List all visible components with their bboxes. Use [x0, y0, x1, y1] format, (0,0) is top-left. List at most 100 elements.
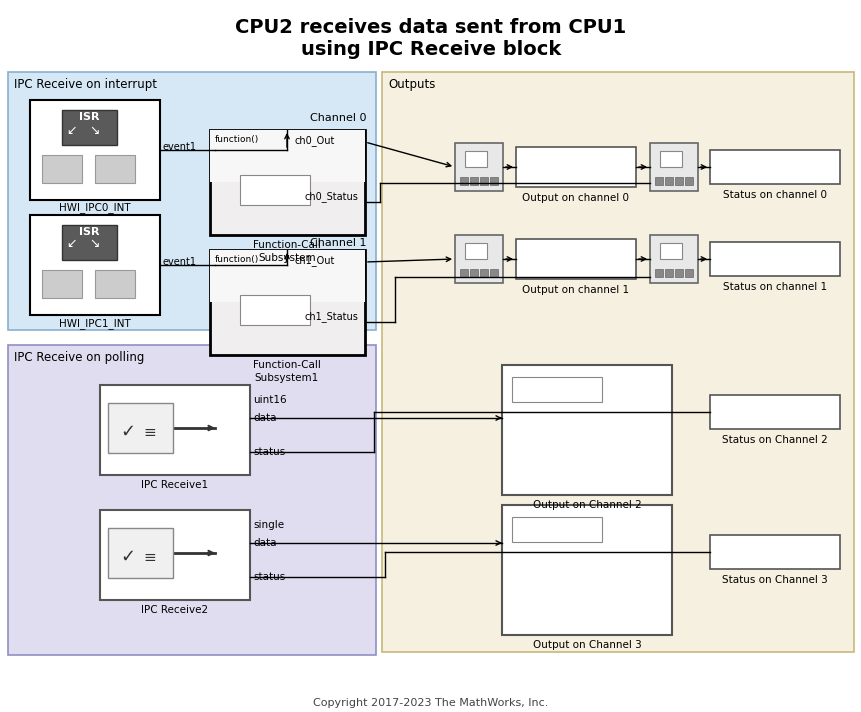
Text: single: single — [253, 520, 284, 530]
Bar — [239, 175, 310, 205]
Text: Outputs: Outputs — [387, 78, 435, 91]
Text: Status on Channel 2: Status on Channel 2 — [722, 435, 827, 445]
Bar — [42, 155, 82, 183]
Text: ch1_Status: ch1_Status — [305, 311, 358, 322]
Bar — [501, 365, 672, 495]
Text: data: data — [253, 538, 276, 548]
Text: using IPC Receive block: using IPC Receive block — [300, 40, 561, 59]
Bar — [460, 269, 468, 277]
Bar — [480, 269, 487, 277]
Bar — [709, 150, 839, 184]
Bar — [501, 505, 672, 635]
Bar — [95, 155, 135, 183]
Bar — [664, 177, 672, 185]
Bar — [516, 147, 635, 187]
Bar — [210, 130, 364, 182]
Text: Output on Channel 2: Output on Channel 2 — [532, 500, 641, 510]
Bar — [239, 295, 310, 325]
Bar — [469, 269, 478, 277]
Text: ≡: ≡ — [144, 425, 156, 440]
Bar — [42, 270, 82, 298]
Text: Channel 1: Channel 1 — [310, 238, 366, 248]
Bar — [108, 528, 173, 578]
Text: Subsystem1: Subsystem1 — [255, 373, 319, 383]
Text: ≡: ≡ — [144, 550, 156, 565]
Text: Status on channel 0: Status on channel 0 — [722, 190, 826, 200]
Text: function(): function() — [214, 255, 259, 264]
Text: data: data — [253, 413, 276, 423]
Bar — [464, 243, 486, 259]
Bar — [100, 510, 250, 600]
Bar — [649, 143, 697, 191]
Bar — [511, 517, 601, 542]
Bar — [469, 177, 478, 185]
Text: IPC Receive on polling: IPC Receive on polling — [14, 351, 144, 364]
Bar — [511, 377, 601, 402]
Text: Channel 0: Channel 0 — [310, 113, 366, 123]
Bar — [674, 269, 682, 277]
Text: function(): function() — [214, 135, 259, 144]
Bar — [684, 177, 692, 185]
Text: ISR: ISR — [78, 112, 99, 122]
Bar — [30, 100, 160, 200]
Text: event1: event1 — [163, 142, 197, 152]
Bar — [674, 177, 682, 185]
Bar — [684, 269, 692, 277]
Bar — [381, 72, 853, 652]
Text: HWI_IPC0_INT: HWI_IPC0_INT — [59, 202, 131, 213]
Bar — [464, 151, 486, 167]
Text: IPC Receive on interrupt: IPC Receive on interrupt — [14, 78, 157, 91]
Text: Output on channel 0: Output on channel 0 — [522, 193, 629, 203]
Text: ch1_Out: ch1_Out — [294, 255, 335, 266]
Bar — [460, 177, 468, 185]
Text: ↙: ↙ — [66, 123, 77, 137]
Bar — [709, 242, 839, 276]
Bar — [108, 403, 173, 453]
Text: Function-Call: Function-Call — [253, 240, 320, 250]
Bar — [210, 130, 364, 235]
Text: ch0_Out: ch0_Out — [294, 135, 335, 146]
Bar — [455, 143, 503, 191]
Text: uint16: uint16 — [253, 395, 287, 405]
Bar — [62, 225, 117, 260]
Text: ↘: ↘ — [90, 238, 100, 251]
Bar — [660, 243, 681, 259]
Text: IPC Receive1: IPC Receive1 — [141, 480, 208, 490]
Text: ISR: ISR — [78, 227, 99, 237]
Text: Copyright 2017-2023 The MathWorks, Inc.: Copyright 2017-2023 The MathWorks, Inc. — [313, 698, 548, 708]
Bar — [95, 270, 135, 298]
Bar — [455, 235, 503, 283]
Text: ✓: ✓ — [121, 423, 135, 441]
Bar — [8, 345, 375, 655]
Text: ↘: ↘ — [90, 123, 100, 137]
Text: status: status — [253, 572, 285, 582]
Text: Status on channel 1: Status on channel 1 — [722, 282, 826, 292]
Bar — [654, 269, 662, 277]
Text: event1: event1 — [163, 257, 197, 267]
Text: Subsystem: Subsystem — [258, 253, 315, 263]
Bar — [8, 72, 375, 330]
Bar — [664, 269, 672, 277]
Bar — [516, 239, 635, 279]
Bar — [30, 215, 160, 315]
Text: ch0_Status: ch0_Status — [305, 191, 358, 202]
Bar — [62, 110, 117, 145]
Bar — [489, 177, 498, 185]
Bar — [709, 395, 839, 429]
Bar — [100, 385, 250, 475]
Text: Status on Channel 3: Status on Channel 3 — [722, 575, 827, 585]
Text: Function-Call: Function-Call — [253, 360, 320, 370]
Bar — [210, 250, 364, 302]
Bar — [649, 235, 697, 283]
Bar — [660, 151, 681, 167]
Text: CPU2 receives data sent from CPU1: CPU2 receives data sent from CPU1 — [235, 18, 626, 37]
Text: Output on Channel 3: Output on Channel 3 — [532, 640, 641, 650]
Text: ↙: ↙ — [66, 238, 77, 251]
Text: ✓: ✓ — [121, 548, 135, 566]
Text: IPC Receive2: IPC Receive2 — [141, 605, 208, 615]
Text: Output on channel 1: Output on channel 1 — [522, 285, 629, 295]
Bar — [489, 269, 498, 277]
Text: status: status — [253, 447, 285, 457]
Text: HWI_IPC1_INT: HWI_IPC1_INT — [59, 318, 131, 329]
Bar — [709, 535, 839, 569]
